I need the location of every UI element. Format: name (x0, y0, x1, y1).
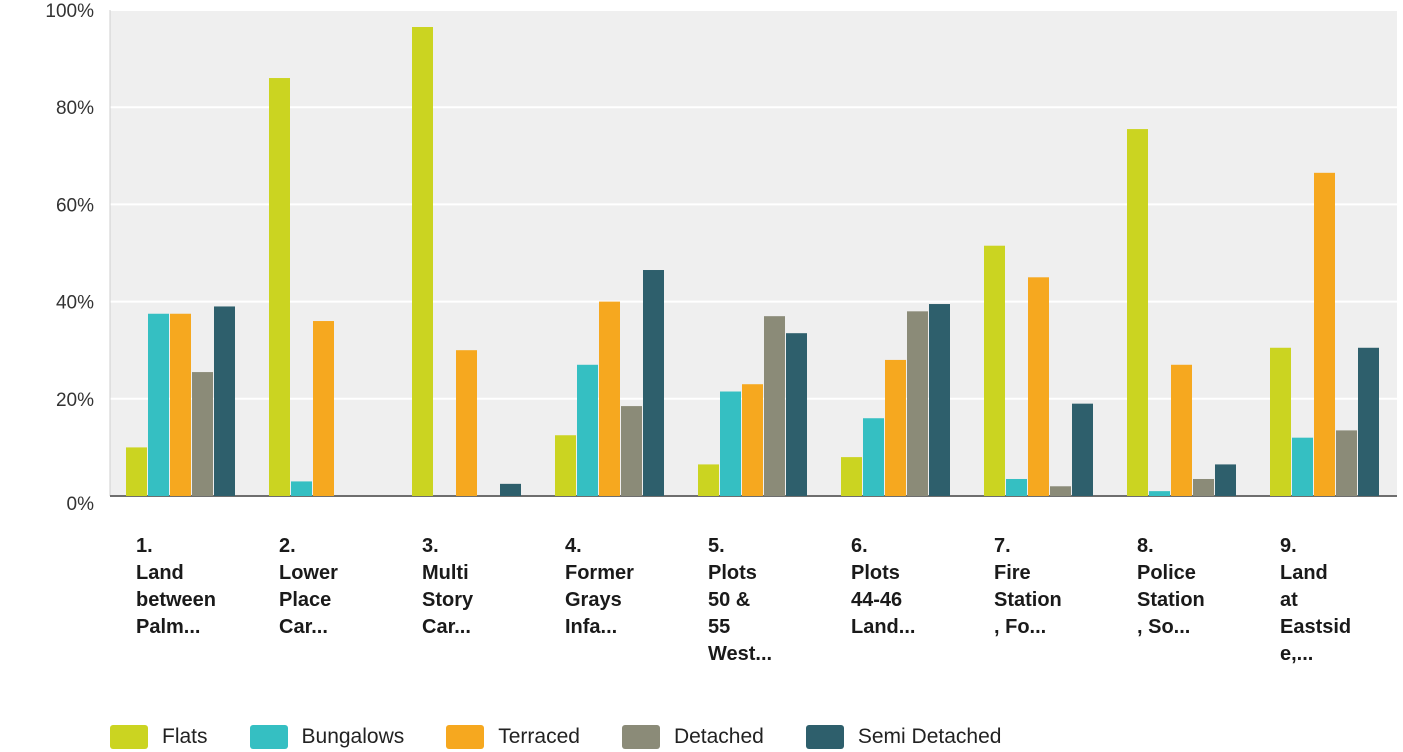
y-tick-label: 0% (67, 494, 95, 515)
y-axis-ticks: 0% 20% 40% 60% 80% 100% (45, 1, 94, 515)
bar-bungalows (577, 364, 598, 496)
legend-swatch (621, 725, 660, 749)
bar-bungalows (720, 391, 741, 496)
legend-item: Flats (110, 725, 208, 749)
bar-bungalows (291, 481, 312, 496)
y-tick-label: 80% (56, 98, 94, 119)
bar-semi-detached (929, 304, 950, 496)
bar-terraced (742, 384, 763, 496)
bar-flats (984, 245, 1005, 496)
bar-flats (269, 78, 290, 496)
y-tick-label: 100% (45, 1, 94, 22)
bar-flats (1270, 347, 1291, 496)
bar-detached (1193, 478, 1214, 496)
x-tick-label: 1. Land between Palm... (136, 535, 217, 638)
bar-terraced (1028, 277, 1049, 496)
legend-swatch (110, 725, 148, 749)
y-tick-label: 20% (56, 390, 94, 411)
legend-swatch (249, 725, 288, 749)
bar-semi-detached (786, 333, 807, 496)
legend-label: Detached (673, 725, 764, 748)
bar-terraced (170, 313, 191, 496)
bar-terraced (885, 359, 906, 496)
bar-flats (126, 447, 147, 496)
bar-detached (1050, 486, 1071, 496)
y-tick-label: 60% (56, 195, 94, 216)
bar-flats (698, 464, 719, 496)
bar-semi-detached (500, 483, 521, 496)
legend-item: Bungalows (249, 725, 405, 749)
x-tick-label: 9. Land at Eastsid e,... (1280, 535, 1352, 665)
bar-bungalows (1149, 491, 1170, 496)
bar-semi-detached (643, 270, 664, 496)
x-tick-label: 5. Plots 50 & 55 West... (708, 535, 773, 665)
x-tick-label: 8. Police Station , So... (1137, 535, 1205, 638)
bar-bungalows (1006, 478, 1027, 496)
bar-chart: 0% 20% 40% 60% 80% 100% (45, 1, 1397, 515)
x-tick-label: 6. Plots 44-46 Land... (851, 535, 916, 638)
bar-bungalows (148, 313, 169, 496)
x-tick-label: 2. Lower Place Car... (279, 535, 338, 638)
legend-label: Flats (162, 725, 208, 748)
bar-bungalows (863, 418, 884, 496)
legend-item: Detached (621, 725, 764, 749)
legend-label: Terraced (498, 725, 580, 748)
legend-swatch (446, 725, 485, 749)
bar-terraced (313, 321, 334, 496)
bar-terraced (1171, 364, 1192, 496)
bar-detached (621, 406, 642, 496)
bar-semi-detached (214, 306, 235, 496)
bar-terraced (456, 350, 477, 496)
bar-bungalows (1292, 437, 1313, 496)
legend-item: Semi Detached (805, 725, 1002, 749)
bar-detached (907, 311, 928, 496)
legend: Flats Bungalows Terraced Detached Semi Detac… (110, 722, 1043, 752)
bar-terraced (1314, 172, 1335, 496)
bar-semi-detached (1215, 464, 1236, 496)
bar-semi-detached (1072, 403, 1093, 496)
bar-flats (1127, 129, 1148, 496)
legend-label: Semi Detached (857, 725, 1002, 748)
bars (126, 27, 1379, 496)
bar-detached (764, 316, 785, 496)
bar-terraced (599, 301, 620, 496)
y-tick-label: 40% (56, 293, 94, 314)
bar-detached (1336, 430, 1357, 496)
legend-item: Terraced (446, 725, 580, 749)
bar-flats (412, 27, 433, 496)
bar-semi-detached (1358, 347, 1379, 496)
x-tick-label: 7. Fire Station , Fo... (994, 535, 1062, 638)
legend-label: Bungalows (301, 725, 405, 748)
x-tick-label: 3. Multi Story Car... (422, 535, 474, 638)
bar-detached (192, 372, 213, 496)
legend-swatch (805, 725, 844, 749)
bar-flats (841, 457, 862, 496)
x-tick-label: 4. Former Grays Infa... (565, 535, 634, 638)
bar-flats (555, 435, 576, 496)
